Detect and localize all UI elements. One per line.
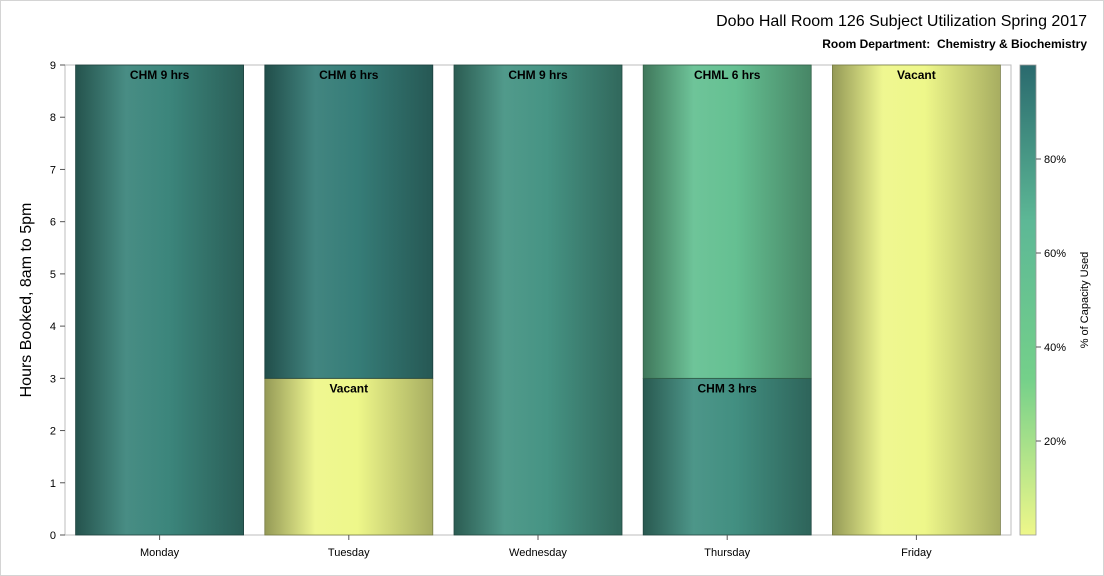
- x-tick-label: Tuesday: [328, 547, 370, 559]
- y-tick-label: 4: [50, 321, 56, 333]
- y-tick-label: 8: [50, 112, 56, 124]
- segment-label: CHM 3 hrs: [698, 381, 758, 395]
- x-tick-label: Monday: [140, 547, 180, 559]
- y-tick-label: 9: [50, 60, 56, 72]
- y-tick-label: 2: [50, 426, 56, 438]
- colorbar-tick-label: 20%: [1044, 436, 1066, 448]
- segment-label: CHML 6 hrs: [694, 68, 761, 82]
- x-axis: Monday Tuesday Wednesday Thursday Friday: [140, 535, 932, 559]
- chart-subtitle: Room Department: Chemistry & Biochemistr…: [822, 37, 1087, 51]
- segment-label: CHM 6 hrs: [319, 68, 379, 82]
- bar-segment: [264, 377, 434, 536]
- bar-segment: [75, 64, 244, 536]
- plot-area: CHM 9 hrs Vacant CHM 6 hrs CHM 9 hrs CHM 3 h…: [64, 64, 1012, 536]
- colorbar-label: % of Capacity Used: [1079, 252, 1091, 349]
- y-tick-label: 3: [50, 373, 56, 385]
- colorbar-legend: 20% 40% 60% 80% % of Capacity Used: [1019, 64, 1091, 536]
- y-tick-label: 6: [50, 217, 56, 229]
- segment-label: Vacant: [897, 68, 936, 82]
- segment-label: CHM 9 hrs: [508, 68, 568, 82]
- colorbar-tick-label: 60%: [1044, 248, 1066, 260]
- colorbar-tick-label: 80%: [1044, 154, 1066, 166]
- bar-segment: [264, 64, 434, 379]
- bar-segment: [453, 64, 623, 536]
- y-tick-label: 7: [50, 164, 56, 176]
- y-tick-label: 0: [50, 530, 56, 542]
- colorbar-tick-label: 40%: [1044, 342, 1066, 354]
- colorbar-scale: [1019, 64, 1037, 536]
- segment-label: Vacant: [329, 381, 368, 395]
- chart-title: Dobo Hall Room 126 Subject Utilization S…: [716, 13, 1087, 30]
- x-tick-label: Friday: [901, 547, 932, 559]
- bar-segment: [642, 377, 812, 536]
- y-axis-label: Hours Booked, 8am to 5pm: [18, 203, 35, 398]
- x-tick-label: Wednesday: [509, 547, 567, 559]
- y-tick-label: 5: [50, 269, 56, 281]
- bar-segment: [642, 64, 812, 379]
- y-tick-label: 1: [50, 478, 56, 490]
- bar-segment: [832, 64, 1001, 536]
- x-tick-label: Thursday: [704, 547, 750, 559]
- y-axis: 0 1 2 3 4 5 6 7 8 9: [50, 60, 65, 542]
- segment-label: CHM 9 hrs: [130, 68, 190, 82]
